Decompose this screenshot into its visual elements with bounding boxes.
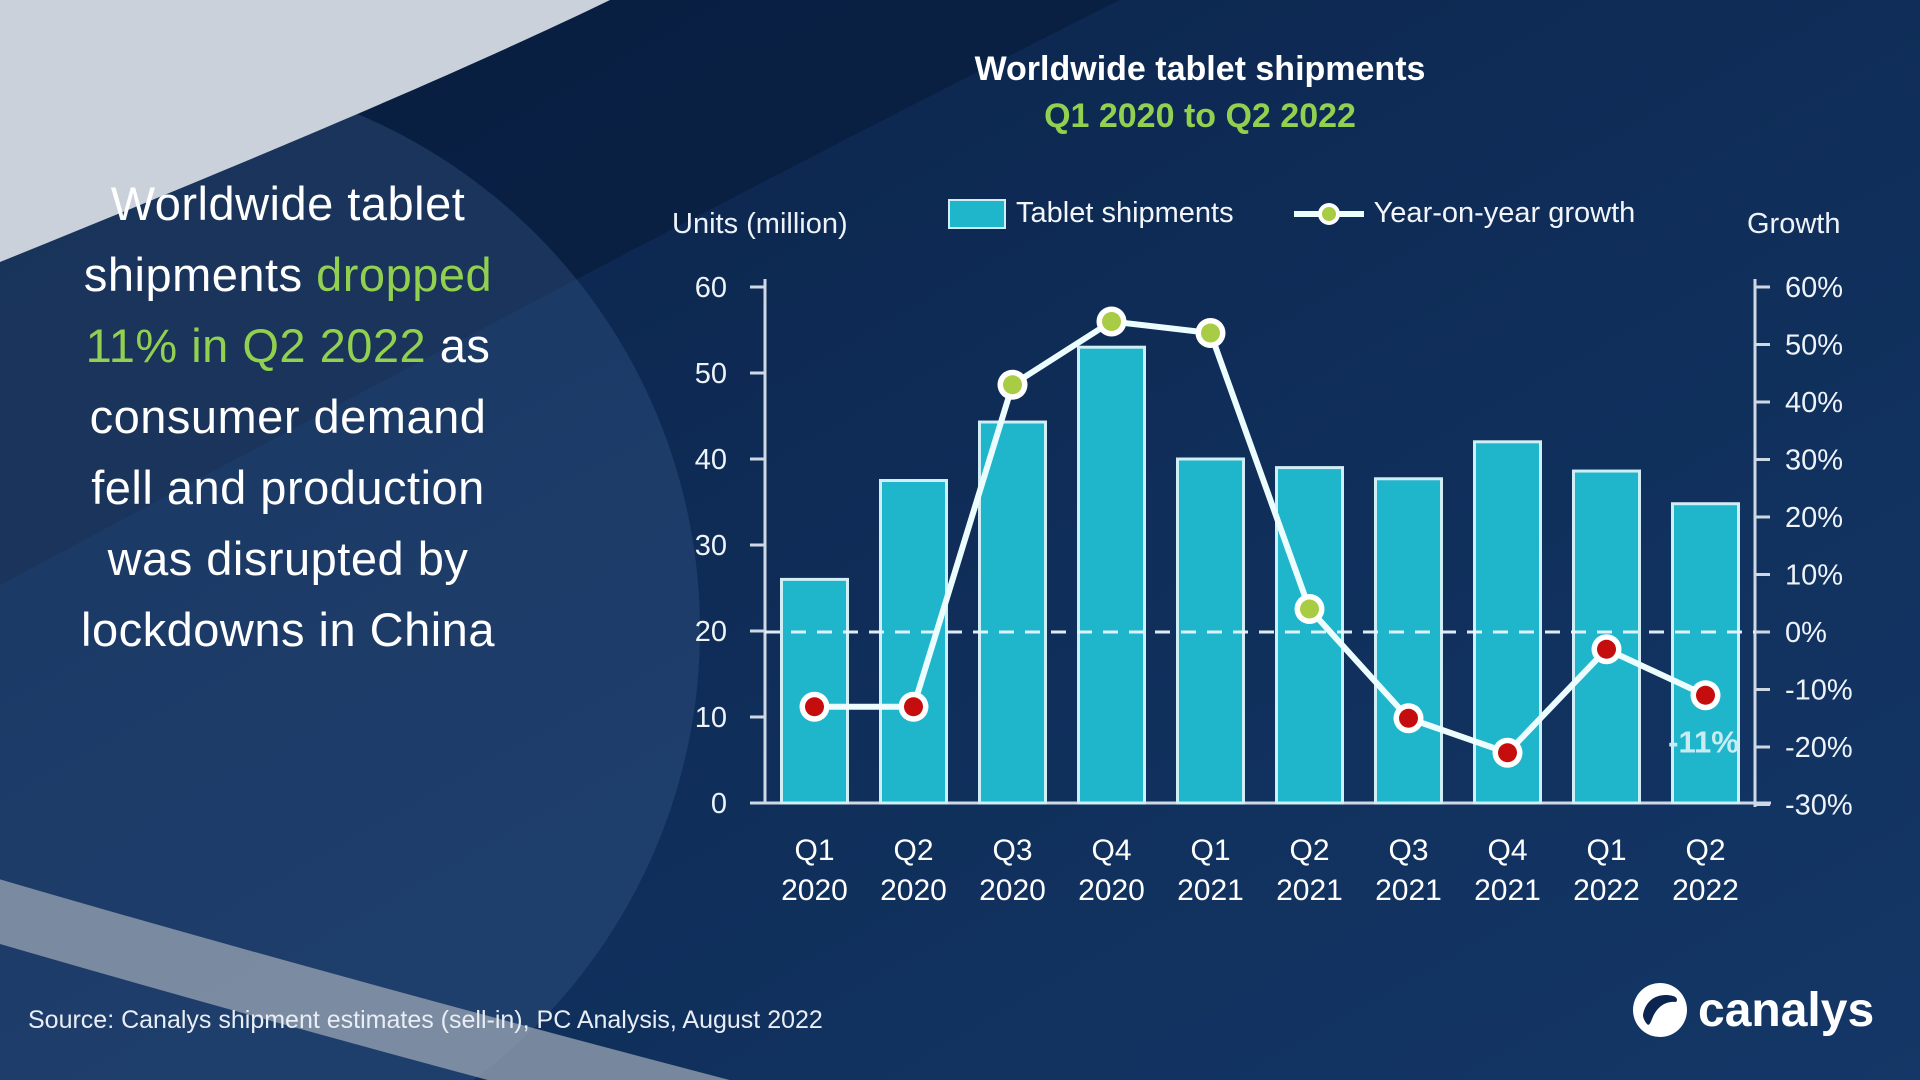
right-axis-tick-label: 30% [1785,445,1843,477]
headline-highlight: 11% in Q2 2022 [85,319,440,372]
growth-marker-q4-2020 [1102,312,1121,331]
canalys-logo-text: canalys [1698,983,1875,1037]
x-axis-label-year: 2022 [1672,874,1739,907]
growth-marker-q1-2021 [1201,323,1220,343]
left-axis-tick-label: 40 [695,444,727,476]
left-axis-tick-label: 0 [711,788,727,820]
growth-marker-q1-2020 [805,697,824,717]
growth-marker-q2-2022 [1696,685,1715,705]
x-axis-label-year: 2020 [979,874,1046,907]
x-axis-label-year: 2021 [1474,874,1541,907]
left-axis-tick-label: 10 [695,702,727,734]
right-axis-tick-label: -10% [1785,675,1853,707]
bar-q4-2020 [1077,345,1146,805]
x-axis-label-quarter: Q2 [893,834,933,867]
right-axis-tick-label: 40% [1785,387,1843,419]
x-axis-label-quarter: Q1 [794,834,834,867]
x-axis-label-year: 2022 [1573,874,1640,907]
headline-line: consumer demand [12,381,564,452]
growth-marker-q1-2022 [1597,639,1616,659]
right-axis-tick-label: -20% [1785,732,1853,764]
legend-line-label: Year-on-year growth [1373,197,1636,229]
headline-segment: lockdowns in China [81,603,495,656]
left-axis-tick-label: 50 [695,358,727,390]
left-axis-tick-label: 20 [695,616,727,648]
headline-highlight: dropped [316,248,493,301]
x-axis-label-quarter: Q1 [1190,834,1230,867]
right-axis-tick-label: -30% [1785,790,1853,822]
left-axis-title: Units (million) [672,208,848,240]
growth-marker-q4-2021 [1498,743,1517,763]
logo-circle [1633,983,1687,1037]
x-axis-label-year: 2021 [1375,874,1442,907]
right-axis-tick-label: 50% [1785,330,1843,362]
logo-swoosh [1643,995,1677,1025]
growth-marker-q2-2021 [1300,599,1319,619]
headline-line: lockdowns in China [12,594,564,665]
legend-marker-dot [1321,206,1336,221]
right-axis-tick-label: 0% [1785,617,1827,649]
x-axis-label-year: 2020 [880,874,947,907]
legend-bar-swatch-icon [948,198,1006,229]
legend-bar-label: Tablet shipments [1016,197,1234,229]
background-top-left-grey-swoosh [0,0,610,262]
legend-line-marker-icon [1293,202,1364,225]
growth-marker-q3-2021 [1399,708,1418,728]
headline-segment: as [439,319,491,372]
bar-q1-2020 [780,577,849,805]
headline-line: was disrupted by [12,523,564,594]
headline-segment: was disrupted by [107,532,469,585]
headline-line: Worldwide tablet [12,168,564,239]
annotation-growth-q2-2022: -11% [1668,724,1739,759]
chart-title-block: Worldwide tablet shipments Q1 2020 to Q2… [880,50,1520,136]
growth-marker-q2-2020 [904,697,923,717]
x-axis-label-quarter: Q1 [1586,834,1626,867]
right-axis-tick-label: 60% [1785,272,1843,304]
headline-segment: Worldwide tablet [110,177,466,230]
headline-segment: consumer demand [89,390,487,443]
x-axis-label-quarter: Q3 [992,834,1032,867]
x-axis-label-year: 2020 [1078,874,1145,907]
x-axis-label-quarter: Q3 [1388,834,1428,867]
canalys-logo-icon [1633,983,1687,1037]
right-axis-tick-label: 20% [1785,502,1843,534]
headline-segment: shipments [83,248,317,301]
right-axis-title: Growth [1747,208,1841,240]
x-axis-label-year: 2021 [1276,874,1343,907]
x-axis-label-quarter: Q4 [1091,834,1131,867]
growth-line [811,318,1709,756]
bar-q2-2022 [1671,502,1740,805]
growth-marker-q3-2020 [1003,375,1022,395]
left-axis-tick-label: 60 [695,272,727,304]
x-axis-label-year: 2020 [781,874,848,907]
headline-line: shipments dropped [12,239,564,310]
right-axis-tick-label: 10% [1785,560,1843,592]
chart-subtitle: Q1 2020 to Q2 2022 [1044,97,1356,135]
bar-q3-2020 [978,420,1047,805]
source-text: Source: Canalys shipment estimates (sell… [28,1006,823,1034]
headline-segment: fell and production [91,461,485,514]
bar-q3-2021 [1374,477,1443,805]
headline-text: Worldwide tablet shipments dropped 11% in … [12,168,564,665]
background-light-circle-swoosh [0,70,700,1080]
x-axis-label-quarter: Q2 [1289,834,1329,867]
chart-title: Worldwide tablet shipments [974,50,1426,88]
x-axis-label-quarter: Q2 [1685,834,1725,867]
x-axis-label-year: 2021 [1177,874,1244,907]
headline-line: fell and production [12,452,564,523]
headline-line: 11% in Q2 2022 as [12,310,564,381]
background-bottom-left-grey-swoosh [0,879,730,1080]
x-axis-label-quarter: Q4 [1487,834,1527,867]
canalys-logo: canalys [1632,982,1874,1038]
chart-legend: Tablet shipments Year-on-year growth [948,197,1635,230]
left-axis-tick-label: 30 [695,530,727,562]
